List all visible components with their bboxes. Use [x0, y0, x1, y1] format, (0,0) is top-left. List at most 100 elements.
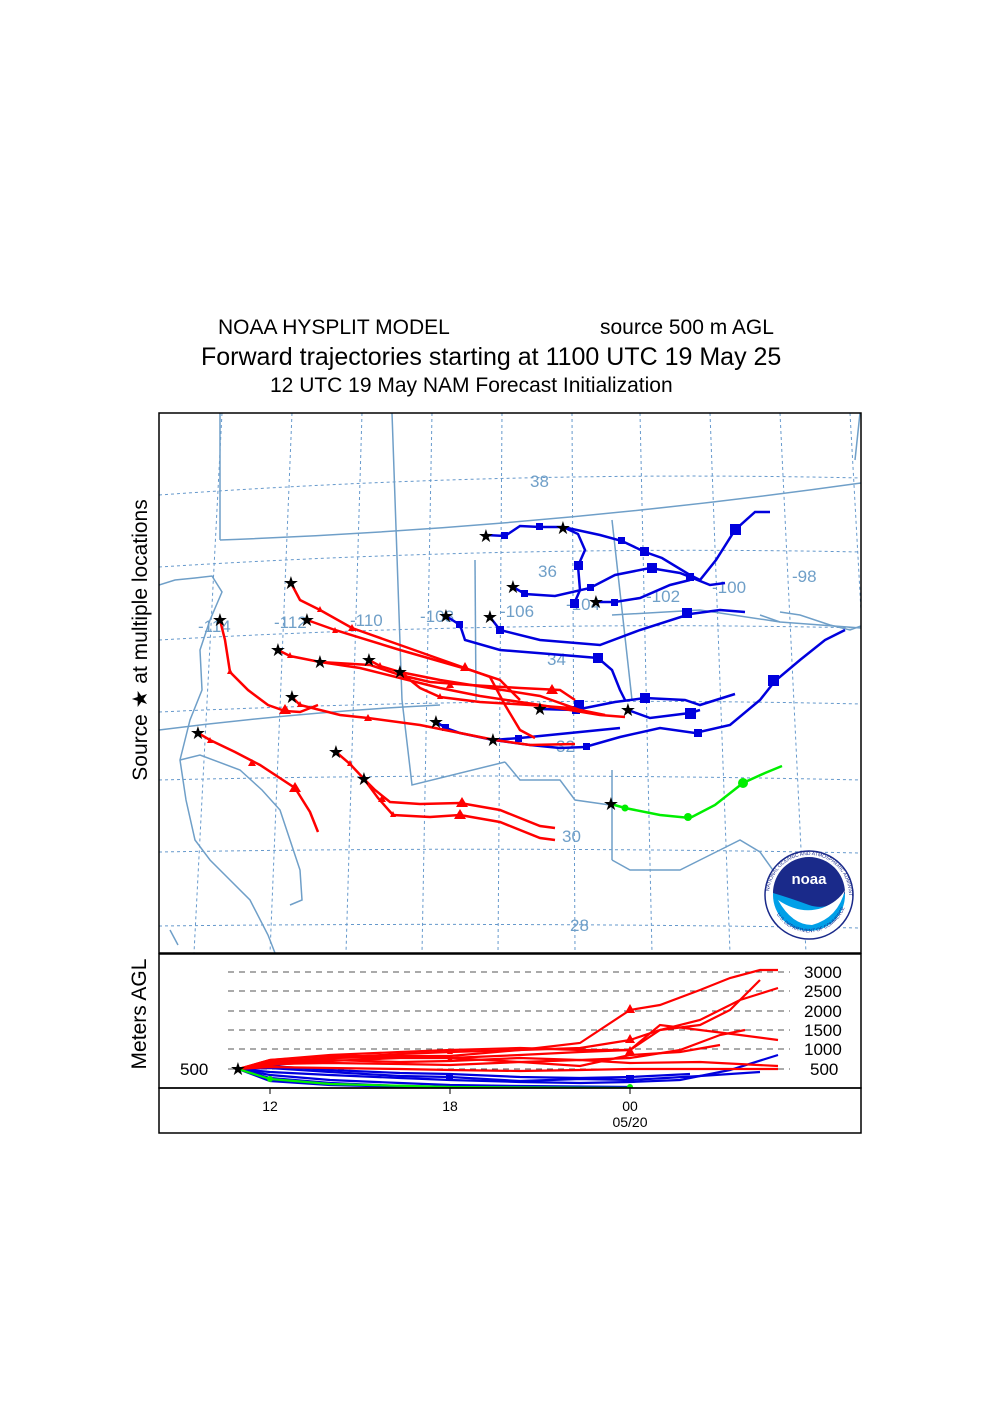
marker-square	[685, 708, 696, 719]
noaa-logo-text: noaa	[791, 871, 827, 888]
marker-square	[536, 523, 543, 530]
marker-triangle	[317, 606, 323, 612]
marker-square	[611, 599, 618, 606]
source-star: ★	[485, 730, 501, 750]
marker-circle	[627, 1084, 633, 1088]
high-trajectory-markers	[207, 606, 558, 819]
source-height-label: 500	[180, 1060, 208, 1079]
source-star: ★	[588, 592, 604, 612]
lon-label-100: -100	[712, 578, 746, 597]
marker-square	[686, 573, 694, 581]
marker-square	[570, 599, 579, 608]
grid-lon-104	[639, 413, 653, 953]
marker-square	[515, 735, 522, 742]
lat-label-30: 30	[562, 827, 581, 846]
marker-triangle	[454, 809, 466, 819]
marker-triangle	[332, 627, 338, 633]
trajectory-line	[489, 608, 746, 647]
grid-lon-114	[269, 413, 293, 953]
grid-lon-108	[497, 413, 503, 953]
source-star: ★	[361, 650, 377, 670]
lon-label-110: -110	[350, 611, 383, 630]
marker-circle	[738, 778, 748, 788]
marker-triangle	[378, 795, 386, 802]
source-star: ★	[284, 687, 300, 707]
source-side-label: Source ★ at multiple locations	[129, 499, 152, 780]
source-star: ★	[438, 606, 454, 626]
marker-triangle	[447, 1048, 453, 1054]
marker-triangle	[364, 714, 372, 721]
trajectory-line	[218, 619, 319, 714]
source-star: ★	[505, 577, 521, 597]
marker-triangle	[401, 672, 409, 679]
marker-triangle	[456, 797, 468, 807]
height-source-star: ★	[230, 1059, 246, 1079]
marker-triangle	[347, 760, 353, 766]
source-star: ★	[328, 742, 344, 762]
marker-square	[768, 675, 779, 686]
xtick-00: 00	[622, 1098, 638, 1114]
trajectory-line	[291, 696, 576, 747]
source-star: ★	[312, 652, 328, 672]
source-height-title: source 500 m AGL	[600, 316, 774, 339]
source-star: ★	[478, 526, 494, 546]
lat-label-32: 32	[556, 737, 575, 756]
marker-square	[618, 537, 625, 544]
model-title: NOAA HYSPLIT MODEL	[218, 316, 450, 339]
marker-triangle	[287, 652, 293, 658]
marker-triangle	[437, 693, 443, 699]
source-star: ★	[212, 610, 228, 630]
height-ylabel: Meters AGL	[128, 959, 151, 1070]
source-stars: ★ ★ ★ ★ ★ ★ ★ ★ ★ ★ ★ ★ ★ ★ ★ ★ ★ ★ ★ ★ …	[190, 518, 636, 814]
lon-label-112: -112	[274, 613, 307, 632]
marker-triangle	[227, 668, 233, 674]
lat-label-38: 38	[530, 472, 549, 491]
grid-lat-28	[159, 848, 861, 854]
grid-lat-32	[159, 700, 861, 713]
marker-triangle	[446, 681, 454, 688]
marker-triangle	[447, 1055, 453, 1061]
svg-text:NATIONAL OCEANIC AND ATMOSPHER: NATIONAL OCEANIC AND ATMOSPHERIC ADMINIS…	[159, 413, 853, 896]
ytick-2500: 2500	[804, 982, 842, 1001]
subtitle: 12 UTC 19 May NAM Forecast Initializatio…	[270, 374, 673, 397]
lat-label-36: 36	[538, 562, 557, 581]
marker-square	[640, 547, 649, 556]
noaa-logo-ring-top: NATIONAL OCEANIC AND ATMOSPHERIC ADMINIS…	[159, 413, 853, 896]
marker-square	[496, 626, 504, 634]
marker-square	[593, 653, 603, 663]
trajectory-line	[596, 578, 691, 604]
date-label: 05/20	[612, 1114, 647, 1130]
trajectory-line	[485, 524, 587, 605]
ytick-3000: 3000	[804, 963, 842, 982]
source-star: ★	[299, 610, 315, 630]
trajectory-line	[445, 614, 627, 701]
height-markers	[267, 1004, 635, 1088]
xtick-18: 18	[442, 1098, 458, 1114]
trajectory-line	[289, 582, 536, 740]
map-panel: 38 36 34 32 30 28 -114 -112 -110 -108 -1…	[159, 413, 861, 953]
marker-square	[626, 1075, 634, 1083]
marker-circle	[621, 804, 629, 812]
source-star: ★	[482, 607, 498, 627]
marker-square	[446, 1074, 453, 1081]
trajectory-line	[335, 751, 556, 830]
grid-lat-34	[159, 625, 861, 641]
marker-triangle	[248, 759, 256, 766]
marker-triangle	[546, 684, 558, 694]
trajectory-line	[319, 660, 626, 719]
marker-square	[456, 621, 463, 628]
marker-square	[647, 563, 657, 573]
marker-triangle	[390, 811, 396, 817]
source-star: ★	[603, 794, 619, 814]
source-star: ★	[190, 723, 206, 743]
marker-triangle	[297, 701, 303, 707]
ytick-500: 500	[810, 1060, 838, 1079]
marker-triangle	[348, 624, 356, 631]
grid-lon-116	[193, 413, 223, 953]
marker-triangle	[289, 782, 301, 792]
source-star: ★	[270, 640, 286, 660]
source-star: ★	[283, 573, 299, 593]
lon-label-108: -108	[420, 607, 454, 626]
high-trajectories	[197, 582, 626, 842]
